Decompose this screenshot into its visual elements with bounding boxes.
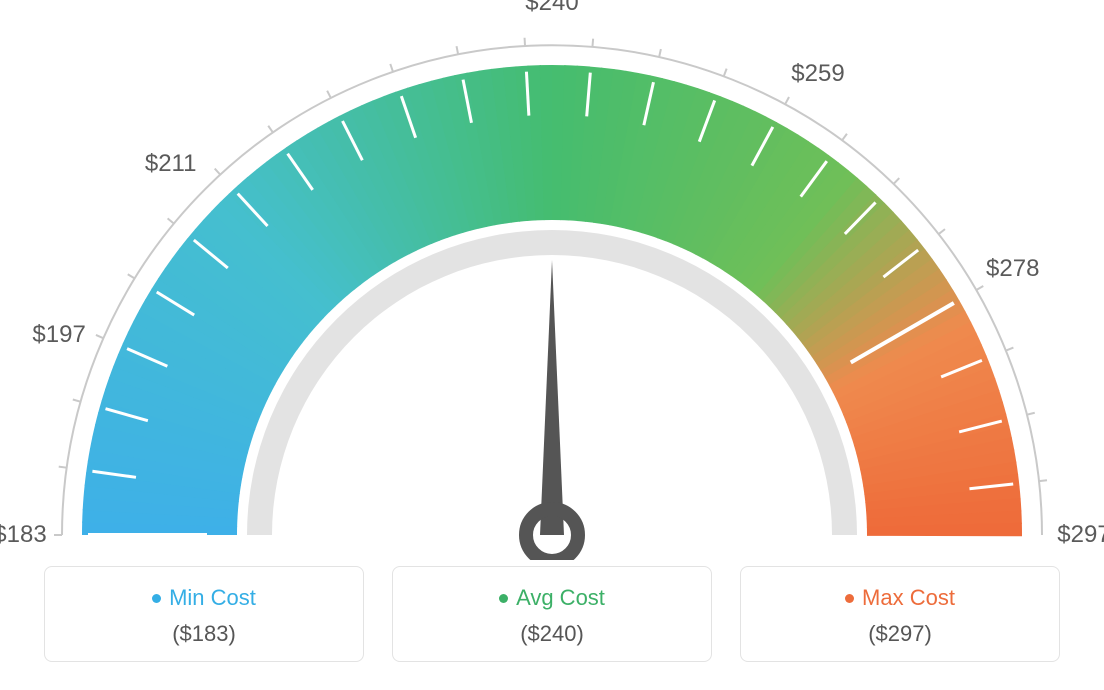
legend-title: Avg Cost	[499, 585, 605, 611]
legend-label: Max Cost	[862, 585, 955, 611]
legend-row: Min Cost ($183) Avg Cost ($240) Max Cost ($29…	[40, 566, 1064, 662]
legend-value: ($297)	[751, 621, 1049, 647]
legend-label: Min Cost	[169, 585, 256, 611]
legend-dot-icon	[152, 594, 161, 603]
legend-dot-icon	[845, 594, 854, 603]
max-cost-card: Max Cost ($297)	[740, 566, 1060, 662]
gauge-tick-label: $259	[791, 60, 844, 88]
gauge-tick-label: $297	[1057, 521, 1104, 549]
legend-value: ($183)	[55, 621, 353, 647]
gauge-tick-label: $211	[145, 150, 197, 178]
avg-cost-card: Avg Cost ($240)	[392, 566, 712, 662]
legend-value: ($240)	[403, 621, 701, 647]
gauge-tick-label: $197	[32, 321, 85, 349]
legend-title: Max Cost	[845, 585, 955, 611]
gauge-tick-label: $240	[525, 0, 578, 17]
legend-label: Avg Cost	[516, 585, 605, 611]
gauge-tick-label: $183	[0, 521, 47, 549]
gauge-needle	[540, 260, 564, 535]
min-cost-card: Min Cost ($183)	[44, 566, 364, 662]
legend-dot-icon	[499, 594, 508, 603]
legend-title: Min Cost	[152, 585, 256, 611]
cost-gauge: $183 $197 $211 $240 $259 $278 $297	[0, 0, 1104, 560]
gauge-tick-label: $278	[986, 255, 1039, 283]
gauge-svg	[0, 0, 1104, 560]
